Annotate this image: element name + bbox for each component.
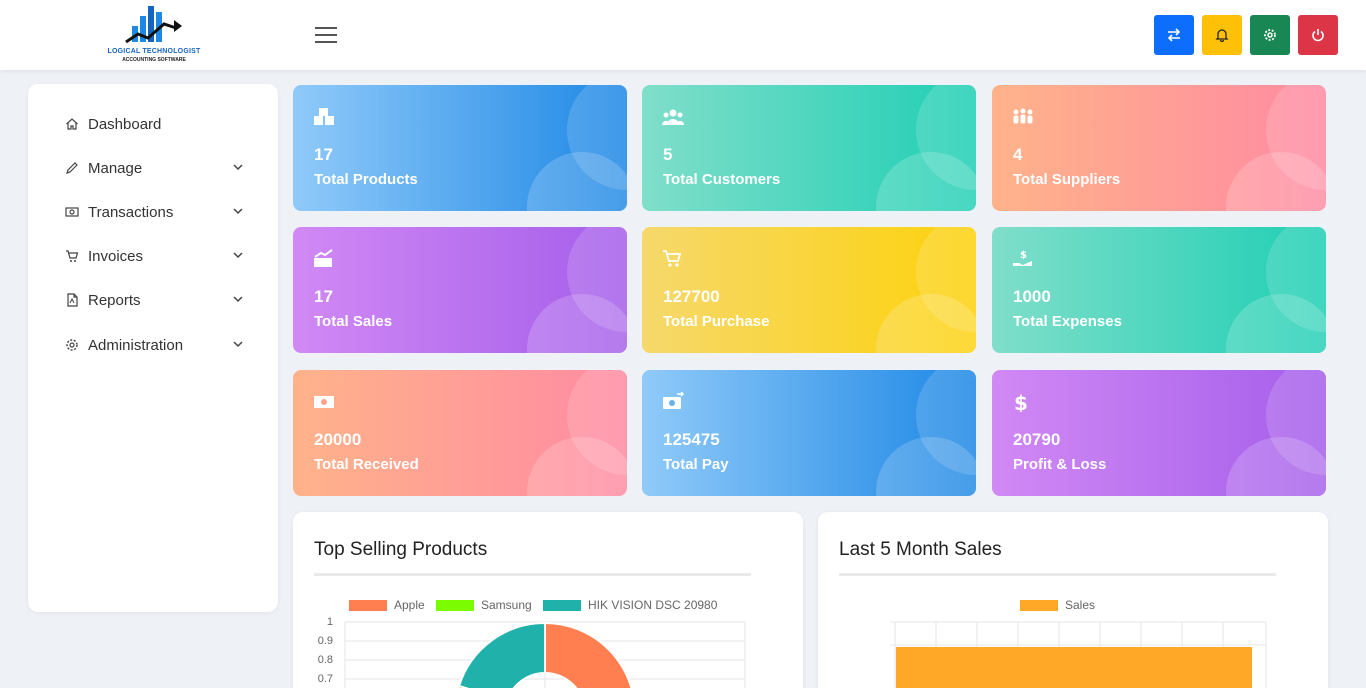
- logo[interactable]: LOGICAL TECHNOLOGIST ACCOUNTING SOFTWARE: [104, 4, 204, 66]
- people-group-icon: [1013, 108, 1033, 124]
- cash-icon: [64, 204, 80, 220]
- chevron-down-icon[interactable]: [232, 205, 244, 217]
- stat-label: Total Customers: [663, 171, 781, 188]
- stat-card-total-expenses[interactable]: $ 1000 Total Expenses: [992, 227, 1326, 353]
- sidebar-item-label: Transactions: [88, 203, 174, 221]
- power-icon: [1312, 29, 1324, 42]
- menu-toggle-icon[interactable]: [315, 27, 337, 43]
- stat-label: Profit & Loss: [1013, 456, 1107, 473]
- stat-value: 127700: [663, 287, 720, 306]
- swap-icon: [1167, 28, 1181, 42]
- boxes-icon: [314, 108, 334, 125]
- gear-icon: [1264, 29, 1276, 41]
- cart-icon: [64, 248, 80, 264]
- stat-value: 17: [314, 287, 333, 306]
- stat-value: 125475: [663, 430, 720, 449]
- stat-label: Total Purchase: [663, 313, 770, 330]
- divider: [839, 573, 1276, 576]
- y-tick-label: 0.8: [318, 654, 333, 666]
- stat-label: Total Expenses: [1013, 313, 1122, 330]
- stat-card-total-customers[interactable]: 5 Total Customers: [642, 85, 976, 211]
- stat-card-total-pay[interactable]: 125475 Total Pay: [642, 370, 976, 496]
- money-transfer-icon: [663, 392, 684, 409]
- hand-money-icon: $: [1013, 250, 1032, 266]
- sidebar-item-administration[interactable]: Administration: [64, 333, 244, 357]
- stat-card-total-purchase[interactable]: 127700 Total Purchase: [642, 227, 976, 353]
- pencil-icon: [64, 160, 80, 176]
- sidebar-item-manage[interactable]: Manage: [64, 156, 244, 180]
- slice-hik-vision[interactable]: [457, 621, 546, 688]
- home-icon: [64, 116, 80, 132]
- chevron-down-icon[interactable]: [232, 293, 244, 305]
- y-tick-label: 0.9: [318, 635, 333, 647]
- cart-icon: [663, 250, 682, 267]
- sidebar-item-dashboard[interactable]: Dashboard: [64, 112, 244, 136]
- stat-card-total-received[interactable]: 20000 Total Received: [293, 370, 627, 496]
- panel-title: Last 5 Month Sales: [839, 539, 1002, 560]
- last-month-sales-chart: Sales: [890, 598, 1267, 688]
- y-tick-label: 1: [327, 616, 333, 628]
- stat-card-profit-loss[interactable]: $ 20790 Profit & Loss: [992, 370, 1326, 496]
- legend-swatch-hik-vision: [543, 600, 581, 611]
- sidebar-item-label: Manage: [88, 159, 143, 177]
- divider: [314, 573, 751, 576]
- top-selling-chart: Apple Samsung HIK VISION DSC 20980 1 0.9…: [318, 598, 746, 688]
- stat-label: Total Received: [314, 456, 419, 473]
- stat-label: Total Sales: [314, 313, 393, 330]
- top-selling-panel: Top Selling Products Apple Samsung HIK V…: [293, 512, 803, 688]
- notifications-button[interactable]: [1202, 15, 1242, 55]
- swap-button[interactable]: [1154, 15, 1194, 55]
- stat-card-total-products[interactable]: 17 Total Products: [293, 85, 627, 211]
- sidebar-item-label: Dashboard: [88, 115, 162, 133]
- settings-button[interactable]: [1250, 15, 1290, 55]
- sidebar-item-transactions[interactable]: Transactions: [64, 200, 244, 224]
- slice-apple[interactable]: [544, 621, 635, 688]
- y-tick-label: 0.7: [318, 673, 333, 685]
- dollar-icon: $: [1014, 392, 1028, 412]
- legend-swatch-samsung: [436, 600, 474, 611]
- sidebar-item-label: Reports: [88, 291, 141, 309]
- stat-label: Total Products: [314, 171, 418, 188]
- gear-icon: [64, 337, 80, 353]
- sales-chart-icon: [314, 249, 333, 267]
- svg-text:$: $: [1020, 250, 1027, 261]
- users-icon: [662, 109, 684, 125]
- chevron-down-icon[interactable]: [232, 161, 244, 173]
- stat-value: 5: [663, 145, 673, 164]
- legend-label-sales[interactable]: Sales: [1065, 598, 1095, 612]
- sidebar-item-invoices[interactable]: Invoices: [64, 244, 244, 268]
- legend-label-samsung[interactable]: Samsung: [481, 598, 532, 612]
- sidebar-item-label: Invoices: [88, 247, 144, 265]
- stat-value: 1000: [1013, 287, 1051, 306]
- cash-icon: [314, 396, 334, 408]
- sidebar-item-label: Administration: [88, 336, 184, 354]
- bar-sales[interactable]: [896, 647, 1252, 688]
- stat-value: 20000: [314, 430, 362, 449]
- chevron-down-icon[interactable]: [232, 338, 244, 350]
- top-header: LOGICAL TECHNOLOGIST ACCOUNTING SOFTWARE: [0, 0, 1366, 70]
- logout-button[interactable]: [1298, 15, 1338, 55]
- bell-icon: [1215, 29, 1229, 42]
- stat-value: 20790: [1013, 430, 1061, 449]
- legend-swatch-sales: [1020, 600, 1058, 611]
- panel-title: Top Selling Products: [314, 539, 488, 560]
- svg-text:$: $: [1014, 392, 1028, 412]
- pdf-file-icon: [64, 292, 80, 308]
- legend-swatch-apple: [349, 600, 387, 611]
- logo-icon: [125, 6, 182, 44]
- stat-value: 4: [1013, 145, 1023, 164]
- stat-card-total-sales[interactable]: 17 Total Sales: [293, 227, 627, 353]
- stat-card-total-suppliers[interactable]: 4 Total Suppliers: [992, 85, 1326, 211]
- logo-title: LOGICAL TECHNOLOGIST: [107, 48, 201, 55]
- stat-value: 17: [314, 145, 333, 164]
- stat-label: Total Pay: [663, 456, 729, 473]
- legend-label-hik-vision[interactable]: HIK VISION DSC 20980: [588, 598, 718, 612]
- sidebar: Dashboard Manage Transactions Invoices R…: [28, 84, 278, 612]
- last-month-sales-panel: Last 5 Month Sales Sales: [818, 512, 1328, 688]
- chevron-down-icon[interactable]: [232, 249, 244, 261]
- sidebar-item-reports[interactable]: Reports: [64, 288, 244, 312]
- legend-label-apple[interactable]: Apple: [394, 598, 425, 612]
- stat-label: Total Suppliers: [1013, 171, 1121, 188]
- logo-subtitle: ACCOUNTING SOFTWARE: [122, 57, 186, 63]
